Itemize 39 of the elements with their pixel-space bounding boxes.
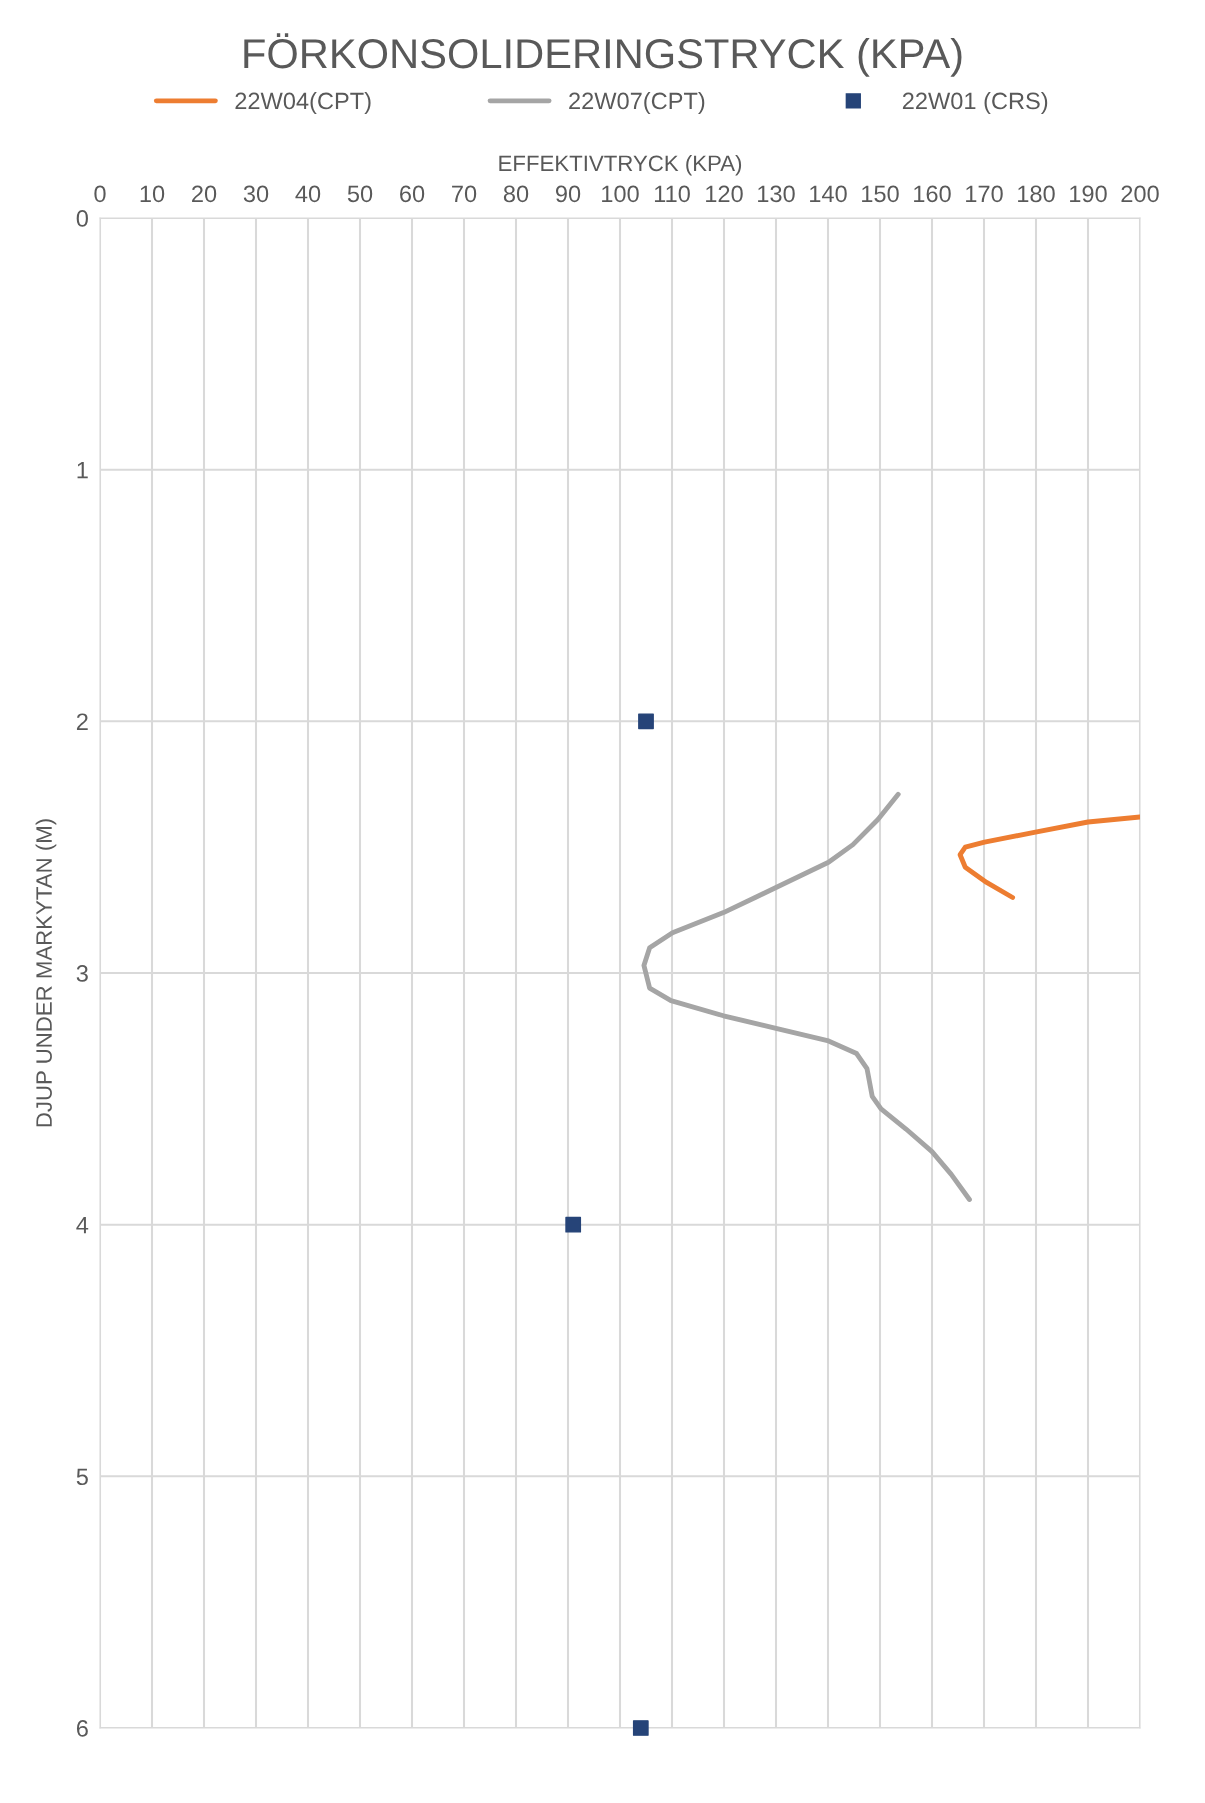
legend-label: 22W07(CPT)	[569, 92, 705, 114]
x-axis-title: EFFEKTIVTRYCK (KPA)	[499, 154, 742, 176]
point	[638, 713, 654, 730]
legend-label: 22W04(CPT)	[235, 92, 371, 114]
x-tick-label: 70	[452, 185, 477, 203]
x-tick-label: 110	[654, 185, 690, 203]
point	[632, 1720, 649, 1736]
y-tick-label: 1	[77, 461, 88, 479]
x-tick-label: 10	[140, 185, 165, 203]
x-tick-label: 170	[966, 185, 1003, 203]
point	[565, 1216, 582, 1233]
x-tick-label: 130	[758, 185, 795, 203]
y-tick-label: 3	[76, 965, 88, 982]
line-series	[957, 814, 1140, 900]
line-series	[641, 791, 972, 1202]
y-tick-label: 6	[76, 1720, 88, 1737]
x-tick-label: 60	[400, 185, 425, 203]
x-tick-label: 120	[706, 185, 743, 203]
x-tick-label: 200	[1121, 185, 1159, 203]
x-tick-label: 80	[503, 185, 529, 203]
x-tick-label: 30	[243, 185, 269, 203]
x-tick-label: 150	[862, 185, 899, 203]
y-tick-label: 5	[76, 1468, 88, 1486]
legend-label: 22W01 (CRS)	[902, 92, 1048, 114]
x-tick-label: 160	[914, 185, 951, 203]
y-axis-title: DJUP UNDER MARKYTAN (M)	[35, 819, 57, 1127]
x-tick-label: 140	[810, 185, 847, 203]
x-tick-label: 0	[94, 185, 106, 203]
x-tick-label: 100	[602, 185, 639, 203]
x-tick-label: 90	[555, 185, 581, 203]
chart-title: FÖRKONSOLIDERINGSTRYCK (KPA)	[244, 33, 962, 77]
x-tick-label: 190	[1070, 185, 1107, 203]
y-tick-label: 0	[76, 210, 88, 227]
x-tick-label: 180	[1018, 185, 1055, 203]
y-tick-label: 2	[76, 713, 88, 730]
x-tick-label: 20	[192, 185, 217, 203]
x-tick-label: 50	[347, 185, 373, 203]
y-tick-label: 4	[76, 1216, 89, 1234]
x-tick-label: 40	[295, 185, 321, 203]
